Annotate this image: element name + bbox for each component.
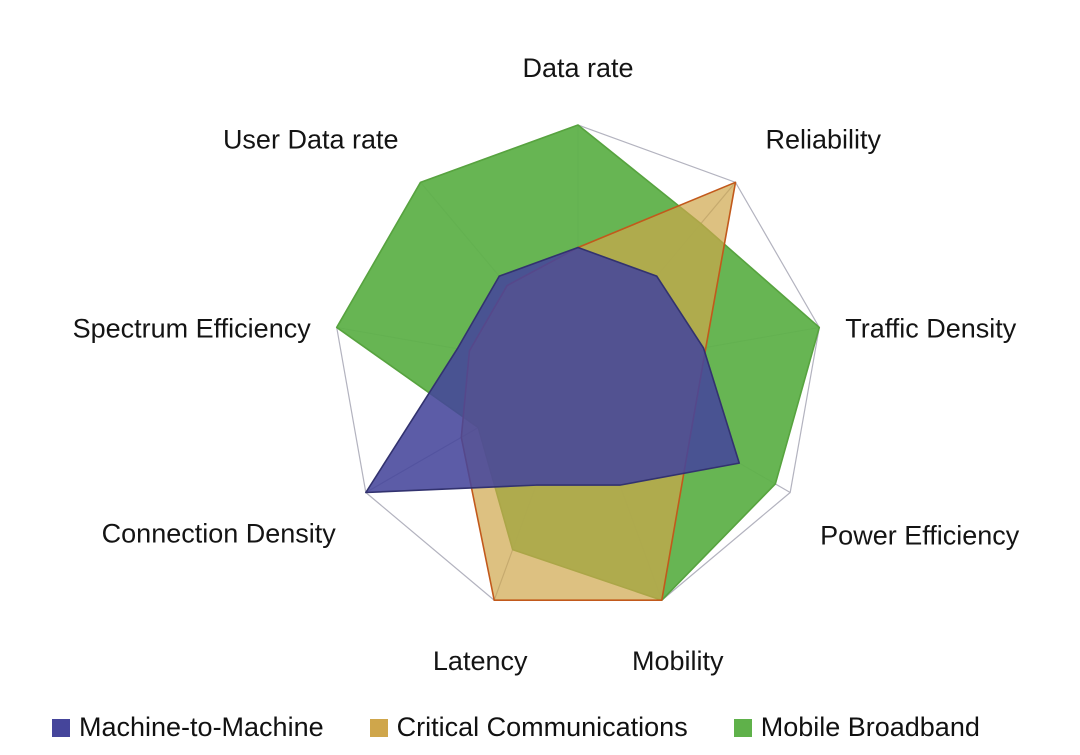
legend-label-machine-to-machine: Machine-to-Machine: [79, 712, 324, 742]
legend-label-mobile-broadband: Mobile Broadband: [760, 712, 980, 742]
legend-item-critical-communications: Critical Communications: [369, 712, 688, 743]
axis-label-user-data-rate: User Data rate: [223, 124, 399, 154]
axis-label-connection-density: Connection Density: [102, 519, 337, 549]
axis-label-mobility: Mobility: [632, 646, 724, 676]
axis-label-power-efficiency: Power Efficiency: [820, 521, 1020, 551]
axis-label-traffic-density: Traffic Density: [845, 313, 1017, 343]
legend-swatch-mobile-broadband: [733, 718, 752, 737]
series-polygon-machine-to-machine: [365, 246, 741, 494]
axis-label-latency: Latency: [433, 646, 528, 676]
chart-legend: Machine-to-Machine Critical Communicatio…: [52, 712, 980, 743]
legend-item-machine-to-machine: Machine-to-Machine: [52, 712, 324, 743]
axis-label-spectrum-efficiency: Spectrum Efficiency: [73, 313, 312, 343]
axis-label-reliability: Reliability: [765, 124, 881, 154]
axis-label-data-rate: Data rate: [522, 53, 633, 83]
legend-swatch-machine-to-machine: [52, 718, 70, 737]
legend-swatch-critical-communications: [369, 718, 388, 737]
legend-label-critical-communications: Critical Communications: [396, 712, 688, 742]
legend-item-mobile-broadband: Mobile Broadband: [733, 712, 980, 743]
